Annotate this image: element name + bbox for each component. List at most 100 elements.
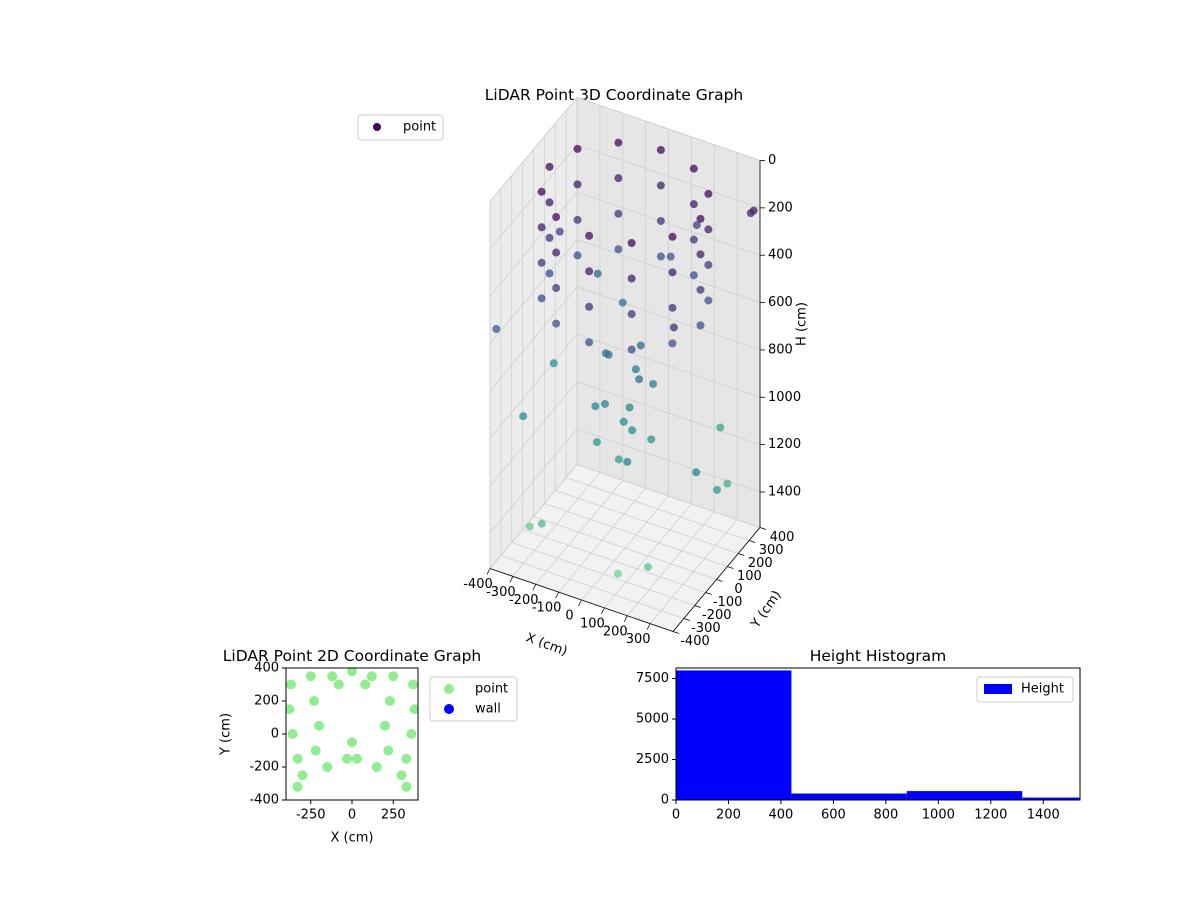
y-tick-label: 100 [737,569,762,584]
x-tick-label: 1400 [1027,808,1060,823]
legend-box [429,676,518,722]
point [636,341,645,350]
point [668,232,677,241]
point [649,379,658,388]
bar [906,791,1023,800]
point [614,455,623,464]
x-tick-label: 200 [716,808,741,823]
tick-mark [486,568,491,575]
point [383,745,394,756]
bar [1022,797,1080,800]
x-tick-label: 0 [348,808,356,823]
point [537,187,546,196]
chart-title: Height Histogram [810,647,947,665]
point [309,696,320,706]
tick-mark [509,576,514,583]
point [401,781,412,792]
point [537,258,546,267]
x-tick-label: 0 [672,808,680,823]
grid-line [555,490,739,554]
point [314,720,324,731]
point [573,215,582,224]
grid-line [576,286,761,351]
axes-frame [285,667,419,801]
grid-line [489,144,578,250]
point [366,671,377,682]
z-tick-label: 1200 [768,437,801,452]
point [310,745,321,756]
legend-marker [373,123,381,131]
x-tick-label: 250 [381,808,406,823]
y-tick-label: 200 [748,556,773,571]
point [668,268,677,277]
point [656,181,665,190]
x-tick-label: -100 [532,601,562,616]
point [292,781,303,792]
point [286,679,296,690]
point [619,417,628,426]
point [384,696,395,706]
z-axis-label: H (cm) [795,302,810,346]
x-tick-label: 1200 [974,808,1007,823]
grid-line [544,503,728,567]
point [647,435,656,444]
point [585,338,594,347]
point [573,251,582,260]
point [406,729,417,739]
bar [676,670,792,800]
point [713,485,722,494]
point [585,267,594,276]
grid-line [489,381,578,486]
point [585,302,594,311]
point [613,569,622,578]
y-tick-label: 0 [661,793,669,808]
x-tick-label: -400 [463,577,493,592]
x-tick-label: 800 [873,808,898,823]
point [592,438,601,447]
x-tick-label: 200 [603,624,628,639]
z-tick-label: 600 [768,295,793,310]
grid-line [489,97,578,202]
point [668,303,677,312]
y-tick-label: 0 [271,727,279,742]
point [627,310,636,319]
x-tick-label: 300 [626,632,651,647]
legend-box [976,676,1074,703]
tick-mark [716,579,723,582]
point [689,200,698,209]
legend-marker [444,704,454,714]
point [492,324,501,333]
x-axis [489,568,674,632]
z-tick-label: 0 [768,153,776,168]
x-axis-label: X (cm) [524,631,570,660]
point [327,671,338,682]
x-tick-label: -300 [486,585,516,600]
grid-line [489,239,578,344]
grid-line [576,97,761,161]
legend-marker [444,684,454,694]
tick-mark [694,605,701,608]
point [396,770,407,781]
point [696,214,705,223]
point [614,209,623,218]
z-tick-label: 400 [768,248,793,263]
point [545,269,554,278]
point [371,762,382,772]
point [305,671,316,682]
point [408,679,418,690]
point [666,252,675,261]
point [409,704,418,715]
point [286,704,295,715]
x-tick-label: -250 [296,808,326,823]
point [627,345,636,354]
point [552,248,561,257]
point [669,323,678,332]
plot-area [286,668,418,792]
tick-mark [738,553,745,556]
chart-title: LiDAR Point 3D Coordinate Graph [485,86,743,104]
x-tick-label: 1000 [922,808,955,823]
z-tick-label: 200 [768,200,793,215]
z-tick-label: 1000 [768,390,801,405]
point [287,729,298,739]
